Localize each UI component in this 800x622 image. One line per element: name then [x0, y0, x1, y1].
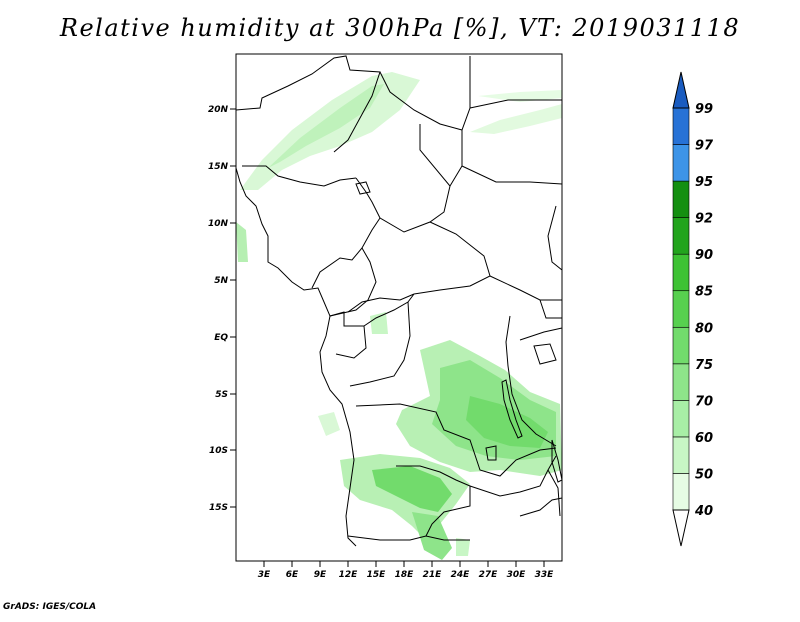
map-frame: [235, 53, 563, 562]
lon-label-6e: 6E: [286, 570, 299, 580]
coastline-west-africa: [235, 167, 357, 547]
colorbar: 40 50 60 70 75 80 85 90 92 95 97 99: [672, 71, 714, 547]
lat-label-eq: EQ: [214, 333, 228, 343]
border-mauritania-mali: [235, 55, 381, 153]
lon-label-12e: 12E: [339, 570, 359, 580]
colorbar-label: 80: [695, 321, 713, 336]
lat-label-5n: 5N: [214, 276, 228, 286]
border-malawi: [547, 469, 561, 517]
colorbar-segment: [672, 217, 690, 255]
colorbar-segment: [672, 180, 690, 218]
border-niger-libya: [469, 99, 562, 109]
lon-label-21e: 21E: [423, 570, 443, 580]
humidity-patch-coast: [318, 412, 340, 436]
colorbar-segments: [672, 107, 690, 511]
humidity-band-ne2: [478, 90, 562, 102]
humidity-band-sahara-core: [268, 84, 384, 168]
border-sahel-2: [311, 177, 381, 289]
lon-label-15e: 15E: [367, 570, 387, 580]
lon-label-27e: 27E: [479, 570, 499, 580]
lat-label-20n: 20N: [208, 105, 229, 115]
map-title: Relative humidity at 300hPa [%], VT: 201…: [59, 14, 741, 42]
colorbar-label: 92: [695, 212, 713, 227]
lat-tick-labels: 20N 15N 10N 5N EQ 5S 10S 15S: [208, 105, 229, 513]
colorbar-label: 85: [695, 285, 713, 300]
colorbar-segment: [672, 290, 690, 328]
border-sahel-1: [242, 165, 357, 187]
colorbar-label: 75: [695, 358, 713, 373]
lat-label-5s: 5S: [215, 390, 228, 400]
humidity-congo-core: [466, 396, 548, 448]
lake-tanganyika: [501, 379, 523, 439]
lon-axis: [263, 561, 545, 567]
country-borders: [235, 55, 563, 547]
lake-mweru: [485, 445, 497, 461]
border-drc-east: [505, 315, 557, 447]
border-car-south: [347, 293, 415, 313]
colorbar-label: 97: [695, 139, 714, 154]
colorbar-segment: [672, 107, 690, 145]
colorbar-segment: [672, 253, 690, 292]
lon-tick-labels: 3E 6E 9E 12E 15E 18E 21E 24E 27E 30E 33E: [258, 570, 554, 580]
humidity-angola-core: [372, 466, 452, 512]
colorbar-label: 90: [695, 248, 713, 263]
humidity-field: [236, 72, 562, 560]
border-angola-namibia: [347, 535, 470, 541]
border-ethiopia: [547, 205, 563, 271]
colorbar-label: 40: [694, 504, 713, 519]
lat-label-10n: 10N: [208, 219, 229, 229]
lat-label-10s: 10S: [209, 446, 228, 456]
lon-label-3e: 3E: [258, 570, 271, 580]
colorbar-segment: [672, 363, 690, 401]
border-chad-sudan: [449, 130, 463, 187]
border-sudan-east: [461, 165, 563, 185]
colorbar-bottom-arrow: [672, 509, 690, 547]
border-chad-niger: [379, 124, 451, 233]
border-kenya: [539, 299, 562, 319]
colorbar-label: 70: [695, 394, 713, 409]
border-zambia-east: [469, 455, 557, 497]
border-gabon: [329, 311, 367, 359]
colorbar-top-arrow: [672, 71, 690, 109]
colorbar-label: 60: [695, 431, 713, 446]
lon-label-18e: 18E: [395, 570, 415, 580]
colorbar-label: 95: [695, 175, 713, 190]
lake-chad: [355, 181, 371, 195]
lat-label-15s: 15S: [209, 503, 228, 513]
border-drc-south: [355, 403, 557, 477]
humidity-band-ne: [470, 104, 562, 134]
lon-label-30e: 30E: [507, 570, 527, 580]
border-mozambique: [519, 497, 563, 517]
border-sudan-ss: [489, 275, 562, 301]
border-tanzania: [519, 327, 563, 341]
lat-axis: [230, 108, 236, 508]
colorbar-segment: [672, 326, 690, 365]
lake-victoria: [533, 343, 557, 365]
border-congo: [363, 293, 415, 327]
colorbar-segment: [672, 473, 690, 511]
humidity-patch-south: [456, 538, 470, 556]
humidity-west-coast: [236, 222, 248, 262]
lon-label-33e: 33E: [535, 570, 555, 580]
lon-label-9e: 9E: [314, 570, 327, 580]
lon-label-24e: 24E: [451, 570, 471, 580]
border-chad-car: [413, 221, 491, 295]
border-nigeria-cameroon: [329, 247, 377, 317]
colorbar-segment: [672, 400, 690, 438]
lat-label-15n: 15N: [208, 162, 229, 172]
colorbar-segment: [672, 144, 690, 182]
lake-malawi: [551, 439, 563, 483]
colorbar-label: 99: [695, 102, 713, 117]
humidity-angola-tail: [412, 512, 452, 560]
grads-credit: GrADS: IGES/COLA: [3, 602, 97, 612]
colorbar-label: 50: [695, 467, 713, 482]
colorbar-labels: 40 50 60 70 75 80 85 90 92 95 97 99: [694, 102, 714, 519]
humidity-patch-gabon: [370, 312, 388, 334]
colorbar-segment: [672, 436, 690, 474]
border-drc-north: [349, 301, 411, 387]
